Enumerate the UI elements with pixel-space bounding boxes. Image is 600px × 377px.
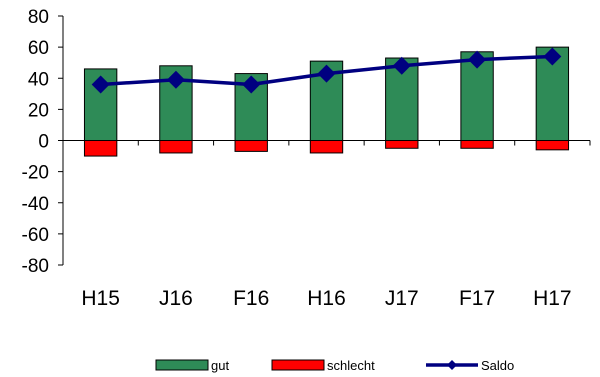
legend-label-gut: gut: [211, 358, 229, 373]
bar-schlecht-H15: [83, 140, 118, 157]
y-axis: 80 60 40 20 0 -20 -40 -60 -80: [22, 7, 64, 277]
y-tick-label: 80: [28, 7, 49, 28]
x-tick-label-H15: H15: [81, 287, 120, 310]
bar-schlecht-F17: [460, 140, 494, 149]
y-tick-label: 40: [28, 69, 49, 90]
y-tick-label: -80: [22, 256, 49, 277]
x-tick-label-H16: H16: [307, 287, 346, 310]
saldo-point-F16: [242, 75, 261, 94]
legend: gut schlecht Saldo: [155, 358, 514, 373]
saldo-point-F17: [468, 50, 487, 69]
legend-label-Saldo: Saldo: [481, 358, 514, 373]
legend-swatch-gut: [155, 359, 209, 371]
saldo-point-H15: [91, 75, 110, 94]
saldo-line-series: [91, 47, 562, 94]
y-tick-label: -20: [22, 163, 49, 184]
y-tick-label: -40: [22, 194, 49, 215]
x-tick-label-H17: H17: [533, 287, 572, 310]
bar-schlecht-F16: [234, 140, 268, 152]
saldo-point-H16: [317, 64, 336, 83]
saldo-point-H17: [543, 47, 562, 66]
x-tick-label-F16: F16: [233, 287, 269, 310]
legend-label-schlecht: schlecht: [327, 358, 375, 373]
bar-schlecht-J16: [159, 140, 193, 154]
x-tick-label-J17: J17: [385, 287, 419, 310]
bar-schlecht-H17: [535, 140, 570, 151]
y-tick-label: 0: [38, 132, 49, 153]
x-tick-label-F17: F17: [459, 287, 495, 310]
legend-swatch-schlecht: [271, 359, 325, 371]
y-tick-label: 20: [28, 100, 49, 121]
bar-schlecht-H16: [309, 140, 344, 154]
bar-schlecht-J17: [385, 140, 419, 149]
x-axis: H15 J16 F16 H16 J17 F17 H17: [62, 140, 591, 310]
saldo-point-J16: [166, 70, 185, 89]
bars: [83, 46, 570, 157]
x-tick-label-J16: J16: [159, 287, 193, 310]
y-tick-label: 60: [28, 38, 49, 59]
legend-marker-Saldo: [447, 360, 457, 370]
y-tick-label: -60: [22, 225, 49, 246]
saldo-point-J17: [392, 56, 411, 75]
